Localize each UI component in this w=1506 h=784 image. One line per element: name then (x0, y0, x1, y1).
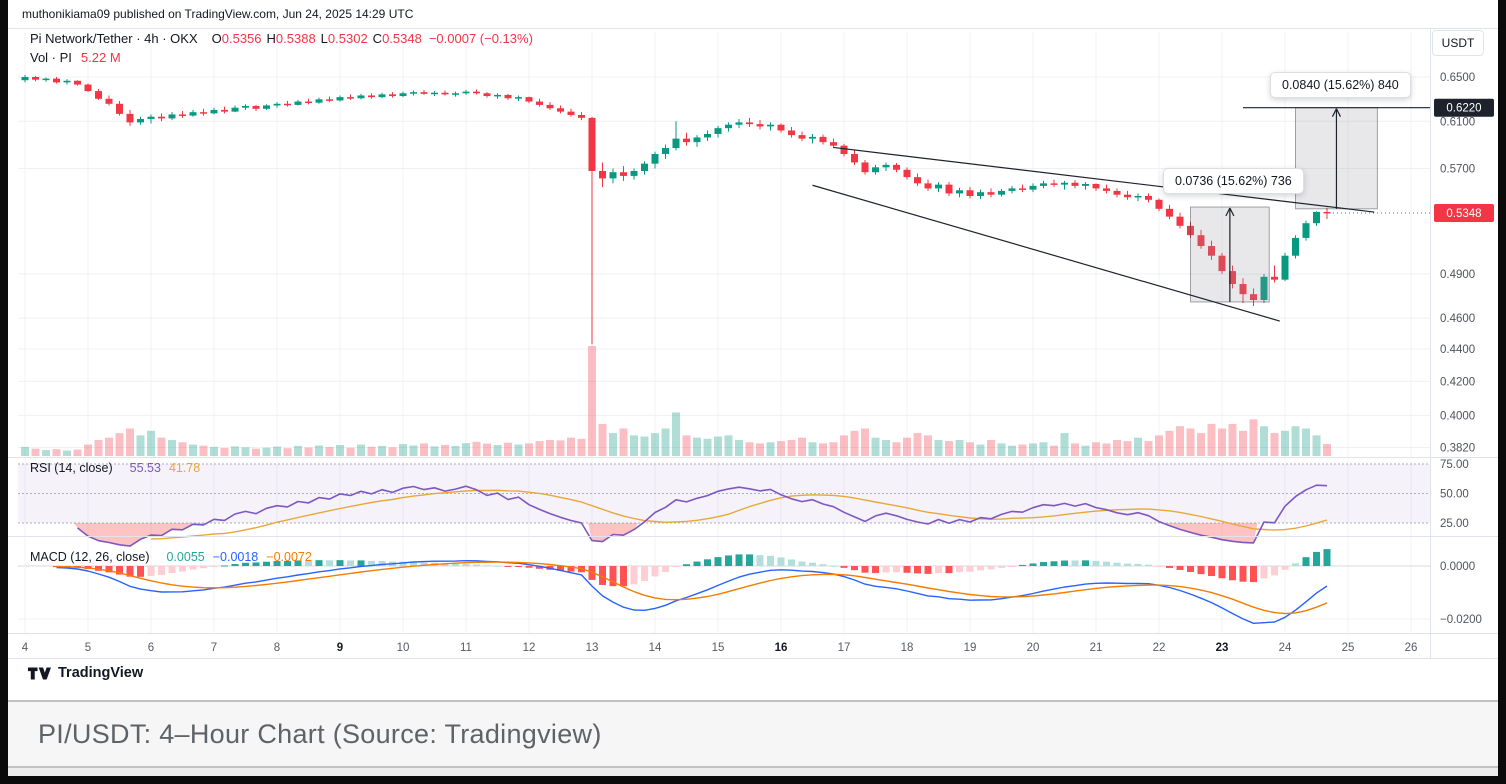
currency-toggle-button[interactable]: USDT (1432, 30, 1484, 56)
attribution-text: muthonikiama09 published on TradingView.… (22, 7, 414, 21)
close-value: 0.5348 (382, 31, 422, 46)
svg-text:0.4200: 0.4200 (1440, 376, 1475, 388)
svg-text:18: 18 (901, 642, 914, 654)
svg-text:50.00: 50.00 (1440, 489, 1469, 501)
chart-canvas[interactable]: 0.6500 0.6100 0.5700 0.4900 0.4600 0.4400 0.42… (8, 0, 1498, 700)
low-value: 0.5302 (327, 31, 368, 46)
svg-text:8: 8 (274, 642, 280, 654)
svg-text:7: 7 (211, 642, 217, 654)
frame-border-left (0, 0, 8, 784)
svg-text:13: 13 (586, 642, 599, 654)
candles-series (21, 74, 1331, 345)
macd-legend: MACD (12, 26, close) 0.0055 −0.0018 −0.0072 (30, 550, 312, 564)
caption-text: PI/USDT: 4–Hour Chart (Source: Tradingvi… (38, 718, 602, 749)
svg-text:0.6500: 0.6500 (1440, 72, 1475, 84)
svg-text:12: 12 (523, 642, 536, 654)
svg-text:0.4900: 0.4900 (1440, 269, 1475, 281)
svg-text:26: 26 (1405, 642, 1418, 654)
svg-text:17: 17 (838, 642, 851, 654)
svg-text:0.3820: 0.3820 (1440, 442, 1475, 454)
volume-value: 5.22 M (80, 50, 121, 65)
caption-strip: PI/USDT: 4–Hour Chart (Source: Tradingvi… (8, 702, 1498, 768)
high-value: 0.5388 (275, 31, 316, 46)
measure-tooltip-lower[interactable]: 0.0736 (15.62%) 736 (1163, 168, 1304, 194)
svg-text:15: 15 (712, 642, 725, 654)
macd-pane (18, 549, 1430, 624)
trendline-drawings[interactable] (812, 107, 1431, 322)
svg-text:10: 10 (397, 642, 410, 654)
measure-tooltip-upper[interactable]: 0.0840 (15.62%) 840 (1270, 72, 1411, 98)
svg-text:0.0000: 0.0000 (1440, 561, 1475, 573)
svg-text:21: 21 (1090, 642, 1103, 654)
low-label: L (320, 31, 328, 46)
svg-text:19: 19 (964, 642, 977, 654)
symbol-legend: Pi Network/Tether · 4h · OKX O0.5356 H0.53… (30, 31, 533, 46)
svg-text:6: 6 (148, 642, 154, 654)
svg-text:0.4000: 0.4000 (1440, 410, 1475, 422)
high-label: H (266, 31, 276, 46)
svg-text:25: 25 (1342, 642, 1355, 654)
grid (18, 32, 1430, 633)
svg-text:0.4600: 0.4600 (1440, 313, 1475, 325)
volume-legend: Vol · PI 5.22 M (30, 50, 121, 65)
svg-text:0.5700: 0.5700 (1440, 164, 1475, 176)
frame-border-right (1498, 0, 1506, 784)
svg-text:23: 23 (1216, 642, 1229, 654)
volume-label[interactable]: Vol · PI (30, 50, 72, 65)
attribution-bar: muthonikiama09 published on TradingView.… (22, 7, 413, 21)
rsi-title[interactable]: RSI (14, close) (30, 461, 113, 475)
svg-text:22: 22 (1153, 642, 1166, 654)
macd-line-value: −0.0018 (212, 550, 259, 564)
tradingview-logo-icon (28, 667, 51, 679)
svg-text:25.00: 25.00 (1440, 518, 1469, 530)
rsi-ma-value: 41.78 (168, 461, 201, 475)
tradingview-footer[interactable]: TradingView (28, 665, 143, 681)
volume-series (21, 346, 1331, 456)
macd-hist-value: 0.0055 (166, 550, 205, 564)
rsi-pane (18, 463, 1430, 547)
frame-border-bottom (0, 776, 1506, 784)
open-label: O (211, 31, 222, 46)
macd-title[interactable]: MACD (12, 26, close) (30, 550, 150, 564)
tradingview-brand-text: TradingView (58, 665, 144, 681)
symbol-title[interactable]: Pi Network/Tether · 4h · OKX (30, 31, 198, 46)
svg-text:75.00: 75.00 (1440, 459, 1469, 471)
rsi-legend: RSI (14, close) 55.53 41.78 (30, 461, 200, 475)
svg-text:14: 14 (649, 642, 662, 654)
change-value: −0.0007 (−0.13%) (428, 31, 533, 46)
axes[interactable]: 0.6500 0.6100 0.5700 0.4900 0.4600 0.4400 0.42… (8, 28, 1498, 659)
svg-text:0.5348: 0.5348 (1446, 208, 1481, 220)
svg-text:−0.0200: −0.0200 (1440, 614, 1482, 626)
caption-bar: PI/USDT: 4–Hour Chart (Source: Tradingvi… (8, 700, 1498, 776)
svg-text:11: 11 (460, 642, 472, 654)
svg-text:9: 9 (337, 642, 343, 654)
svg-text:0.4400: 0.4400 (1440, 344, 1475, 356)
svg-text:20: 20 (1027, 642, 1040, 654)
close-label: C (372, 31, 383, 46)
svg-text:4: 4 (22, 642, 29, 654)
svg-text:0.6220: 0.6220 (1446, 103, 1481, 115)
svg-text:16: 16 (775, 642, 788, 654)
rsi-value: 55.53 (129, 461, 161, 475)
svg-text:5: 5 (85, 642, 91, 654)
macd-signal-value: −0.0072 (266, 550, 312, 564)
svg-text:0.6100: 0.6100 (1440, 116, 1475, 128)
open-value: 0.5356 (221, 31, 262, 46)
svg-text:24: 24 (1279, 642, 1292, 654)
